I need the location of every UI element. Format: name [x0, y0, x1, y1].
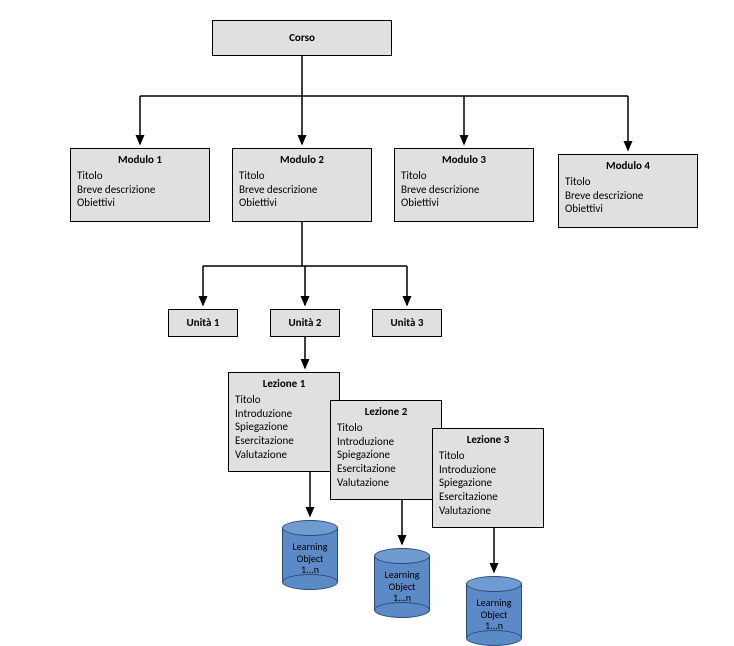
- connectors: [0, 0, 734, 644]
- cylinder-label: Learning Object 1...n: [466, 597, 522, 632]
- lesson-line: Titolo: [337, 421, 435, 435]
- lesson-line: Introduzione: [337, 435, 435, 449]
- unit-label: Unità 2: [289, 316, 322, 329]
- root-node: Corso: [212, 20, 392, 56]
- lesson-line: Titolo: [439, 449, 537, 463]
- diagram-stage: Corso Modulo 1 Titolo Breve descrizione …: [0, 0, 734, 644]
- lesson-line: Spiegazione: [439, 476, 537, 490]
- learning-object-2: Learning Object 1...n: [374, 548, 430, 618]
- module-line: Breve descrizione: [77, 183, 203, 197]
- unit-1: Unità 1: [168, 309, 238, 337]
- root-label: Corso: [289, 31, 315, 45]
- module-title: Modulo 2: [239, 153, 365, 167]
- module-line: Breve descrizione: [401, 183, 527, 197]
- lesson-title: Lezione 1: [235, 377, 333, 391]
- module-line: Obiettivi: [77, 196, 203, 210]
- module-line: Breve descrizione: [239, 183, 365, 197]
- unit-label: Unità 3: [391, 316, 424, 329]
- lesson-1: Lezione 1 Titolo Introduzione Spiegazion…: [228, 372, 340, 472]
- lesson-line: Spiegazione: [235, 420, 333, 434]
- cylinder-label: Learning Object 1...n: [282, 541, 338, 576]
- module-line: Titolo: [401, 169, 527, 183]
- module-line: Obiettivi: [401, 196, 527, 210]
- module-line: Obiettivi: [565, 202, 691, 216]
- module-title: Modulo 1: [77, 153, 203, 167]
- unit-2: Unità 2: [270, 309, 340, 337]
- lesson-line: Esercitazione: [439, 490, 537, 504]
- module-4: Modulo 4 Titolo Breve descrizione Obiett…: [558, 154, 698, 228]
- module-line: Titolo: [239, 169, 365, 183]
- module-title: Modulo 3: [401, 153, 527, 167]
- learning-object-3: Learning Object 1...n: [466, 576, 522, 646]
- lesson-line: Spiegazione: [337, 448, 435, 462]
- module-line: Obiettivi: [239, 196, 365, 210]
- lesson-title: Lezione 3: [439, 433, 537, 447]
- module-line: Breve descrizione: [565, 189, 691, 203]
- lesson-line: Valutazione: [439, 504, 537, 518]
- module-3: Modulo 3 Titolo Breve descrizione Obiett…: [394, 148, 534, 222]
- unit-label: Unità 1: [187, 316, 220, 329]
- module-2: Modulo 2 Titolo Breve descrizione Obiett…: [232, 148, 372, 222]
- module-line: Titolo: [77, 169, 203, 183]
- unit-3: Unità 3: [372, 309, 442, 337]
- lesson-title: Lezione 2: [337, 405, 435, 419]
- lesson-line: Introduzione: [439, 463, 537, 477]
- learning-object-1: Learning Object 1...n: [282, 520, 338, 590]
- lesson-line: Introduzione: [235, 407, 333, 421]
- module-line: Titolo: [565, 175, 691, 189]
- module-title: Modulo 4: [565, 159, 691, 173]
- lesson-line: Valutazione: [235, 448, 333, 462]
- lesson-3: Lezione 3 Titolo Introduzione Spiegazion…: [432, 428, 544, 528]
- module-1: Modulo 1 Titolo Breve descrizione Obiett…: [70, 148, 210, 222]
- cylinder-label: Learning Object 1...n: [374, 569, 430, 604]
- lesson-line: Esercitazione: [235, 434, 333, 448]
- lesson-line: Esercitazione: [337, 462, 435, 476]
- lesson-line: Valutazione: [337, 476, 435, 490]
- lesson-line: Titolo: [235, 393, 333, 407]
- lesson-2: Lezione 2 Titolo Introduzione Spiegazion…: [330, 400, 442, 500]
